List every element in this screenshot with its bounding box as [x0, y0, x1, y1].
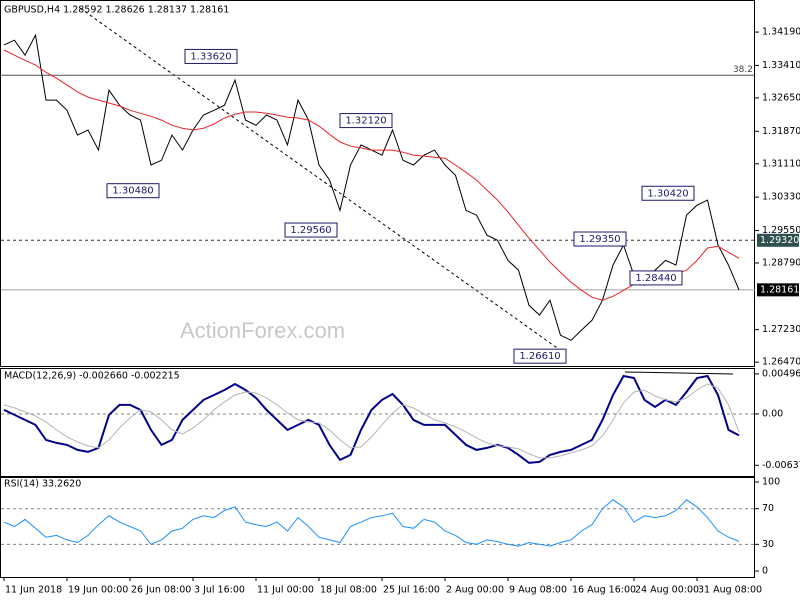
macd-resistance-line [624, 371, 734, 375]
level-label: 1.29320 [760, 235, 799, 246]
y-tick-label: 1.33410 [762, 60, 800, 71]
annotation-label: 1.32120 [345, 116, 386, 127]
rsi-panel [0, 477, 755, 578]
fib-label: 38.2 [733, 65, 753, 75]
watermark: ActionForex.com [180, 318, 345, 343]
y-tick-label: 1.30330 [762, 192, 800, 203]
y-tick-label: 70 [762, 503, 774, 514]
y-tick-label: 0.004968 [762, 368, 800, 379]
y-tick-label: -0.006372 [762, 460, 800, 471]
level-box [757, 283, 799, 297]
x-tick-label: 31 Aug 08:00 [698, 585, 762, 596]
y-tick-label: 0.00 [762, 408, 783, 419]
series-line [3, 49, 740, 301]
y-tick-label: 1.27230 [762, 324, 800, 335]
annotation-box [339, 113, 393, 129]
y-tick-label: 30 [762, 539, 774, 550]
x-tick-label: 9 Aug 08:00 [509, 585, 567, 596]
y-tick-label: 0 [762, 566, 768, 577]
price-panel [0, 0, 755, 367]
y-tick-label: 100 [762, 476, 780, 487]
y-tick-label: 1.29550 [762, 225, 800, 236]
macd-panel [0, 368, 755, 477]
x-tick-label: 11 Jul 00:00 [257, 585, 314, 596]
y-tick-label: 1.31110 [762, 158, 800, 169]
annotation-box [184, 48, 238, 64]
x-tick-label: 18 Jul 08:00 [320, 585, 377, 596]
x-tick-label: 11 Jun 2018 [5, 585, 62, 596]
annotation-label: 1.26610 [519, 351, 560, 362]
x-tick-label: 2 Aug 00:00 [446, 585, 504, 596]
annotation-box [284, 222, 338, 238]
series-line [3, 383, 740, 459]
x-tick-label: 25 Jul 16:00 [383, 585, 440, 596]
annotation-box [641, 185, 695, 201]
level-label: 1.28161 [760, 284, 799, 295]
y-tick-label: 1.34190 [762, 27, 800, 38]
annotation-label: 1.33620 [190, 51, 231, 62]
series-line [3, 499, 740, 547]
level-box [757, 233, 799, 247]
price-title: GBPUSD,H4 1.28592 1.28626 1.28137 1.2816… [4, 5, 229, 16]
x-tick-label: 16 Aug 16:00 [572, 585, 636, 596]
trend-line [79, 7, 561, 351]
macd-title: MACD(12,26,9) -0.002660 -0.002215 [4, 371, 180, 382]
y-tick-label: 1.26470 [762, 357, 800, 368]
x-tick-label: 24 Aug 00:00 [635, 585, 699, 596]
x-tick-label: 19 Jun 00:00 [68, 585, 128, 596]
annotation-box [106, 183, 160, 199]
x-tick-label: 3 Jul 16:00 [194, 585, 245, 596]
annotation-box [513, 348, 567, 364]
rsi-title: RSI(14) 33.2620 [4, 479, 81, 490]
annotation-label: 1.28440 [635, 273, 676, 284]
annotation-label: 1.29350 [579, 234, 620, 245]
series-line [3, 374, 740, 464]
x-tick-label: 26 Jun 08:00 [131, 585, 191, 596]
y-tick-label: 1.28790 [762, 257, 800, 268]
annotation-label: 1.30420 [647, 188, 688, 199]
y-tick-label: 1.32650 [762, 92, 800, 103]
annotation-label: 1.29560 [290, 225, 331, 236]
annotation-label: 1.30480 [112, 186, 153, 197]
annotation-box [573, 231, 627, 247]
y-tick-label: 1.31870 [762, 126, 800, 137]
annotation-box [629, 270, 683, 286]
